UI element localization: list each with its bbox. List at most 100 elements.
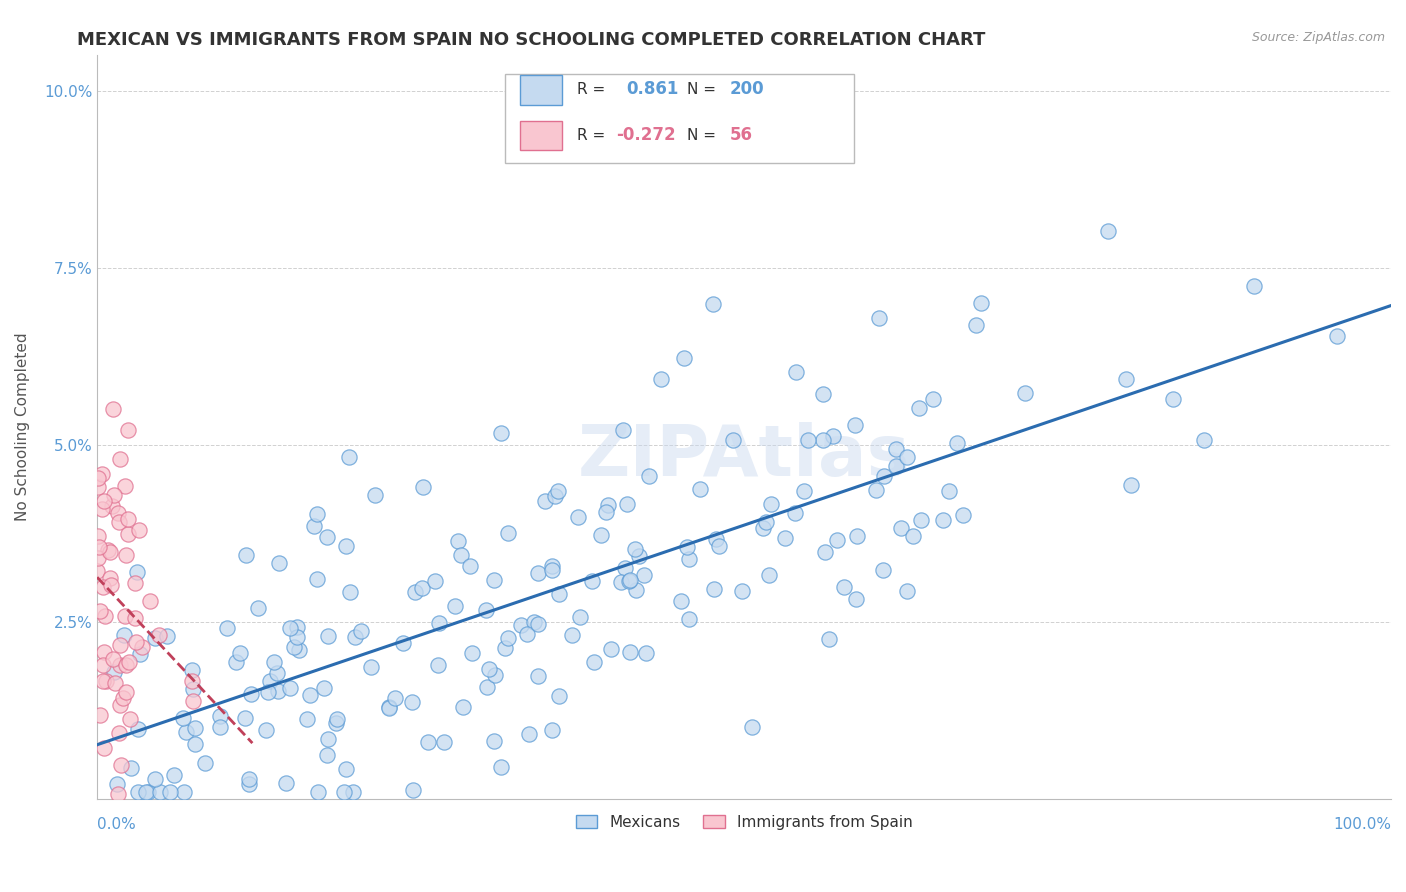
Point <box>478 662 501 676</box>
Point <box>547 483 569 498</box>
Point <box>384 691 406 706</box>
Point <box>821 429 844 443</box>
Point <box>148 628 170 642</box>
Point <box>1115 372 1137 386</box>
Point <box>1243 279 1265 293</box>
Point <box>100 500 122 514</box>
Point <box>333 785 356 799</box>
Point <box>482 574 505 588</box>
Point <box>704 532 727 546</box>
Point <box>86 565 108 579</box>
Point <box>124 575 146 590</box>
Point <box>619 645 641 659</box>
Point <box>599 641 621 656</box>
Point <box>783 506 806 520</box>
Point <box>534 494 557 508</box>
Point <box>741 721 763 735</box>
Point <box>108 726 131 740</box>
Point <box>411 582 433 596</box>
Point <box>194 756 217 770</box>
Point <box>402 783 425 797</box>
Point <box>619 573 641 587</box>
Point <box>425 574 447 588</box>
Point <box>377 700 399 714</box>
Point <box>676 540 699 554</box>
Point <box>120 712 142 726</box>
Point <box>314 681 336 695</box>
Point <box>938 483 960 498</box>
Point <box>523 615 546 629</box>
Point <box>101 402 124 417</box>
Point <box>283 640 305 655</box>
Point <box>115 548 138 562</box>
Point <box>669 594 692 608</box>
Point <box>759 497 782 511</box>
Point <box>93 674 115 689</box>
Text: MEXICAN VS IMMIGRANTS FROM SPAIN NO SCHOOLING COMPLETED CORRELATION CHART: MEXICAN VS IMMIGRANTS FROM SPAIN NO SCHO… <box>77 31 986 49</box>
Point <box>238 772 260 786</box>
Point <box>811 387 834 401</box>
Point <box>143 631 166 645</box>
Point <box>627 549 650 563</box>
Point <box>91 657 114 672</box>
Point <box>159 785 181 799</box>
Point <box>541 723 564 738</box>
Point <box>172 711 194 725</box>
Text: 100.0%: 100.0% <box>1333 817 1391 832</box>
Point <box>93 494 115 508</box>
Point <box>96 673 118 688</box>
Point <box>527 669 550 683</box>
Point <box>107 787 129 801</box>
Text: N =: N = <box>688 82 721 97</box>
Text: R =: R = <box>576 128 610 143</box>
Point <box>138 593 160 607</box>
Point <box>125 565 148 579</box>
Point <box>433 735 456 749</box>
Text: 200: 200 <box>730 80 765 98</box>
Point <box>114 479 136 493</box>
Point <box>946 436 969 450</box>
Point <box>489 759 512 773</box>
Point <box>257 685 280 699</box>
Point <box>114 608 136 623</box>
Point <box>118 655 141 669</box>
Point <box>217 621 239 635</box>
Point <box>135 785 157 799</box>
Point <box>702 296 724 310</box>
Point <box>225 655 247 669</box>
Point <box>173 785 195 799</box>
Point <box>426 658 449 673</box>
Point <box>832 580 855 594</box>
Point <box>932 513 955 527</box>
Point <box>174 724 197 739</box>
Point <box>450 548 472 562</box>
Point <box>143 772 166 786</box>
Point <box>443 599 465 613</box>
Point <box>527 617 550 632</box>
Point <box>540 563 562 577</box>
Point <box>548 690 571 704</box>
Point <box>908 401 931 416</box>
Point <box>316 732 339 747</box>
Point <box>752 521 775 535</box>
Point <box>108 515 131 529</box>
Point <box>208 720 231 734</box>
Point <box>401 695 423 709</box>
Point <box>107 506 129 520</box>
Point <box>93 645 115 659</box>
Point <box>709 539 731 553</box>
Point <box>596 498 619 512</box>
FancyBboxPatch shape <box>520 120 561 151</box>
Text: ZIPAtlas: ZIPAtlas <box>578 422 910 491</box>
Point <box>110 698 132 713</box>
Point <box>93 609 115 624</box>
Point <box>612 423 634 437</box>
Point <box>181 673 204 688</box>
Point <box>343 630 366 644</box>
Point <box>87 551 110 566</box>
Point <box>263 655 285 669</box>
Point <box>884 442 907 456</box>
Point <box>813 433 835 447</box>
Point <box>117 512 139 526</box>
Point <box>896 583 918 598</box>
